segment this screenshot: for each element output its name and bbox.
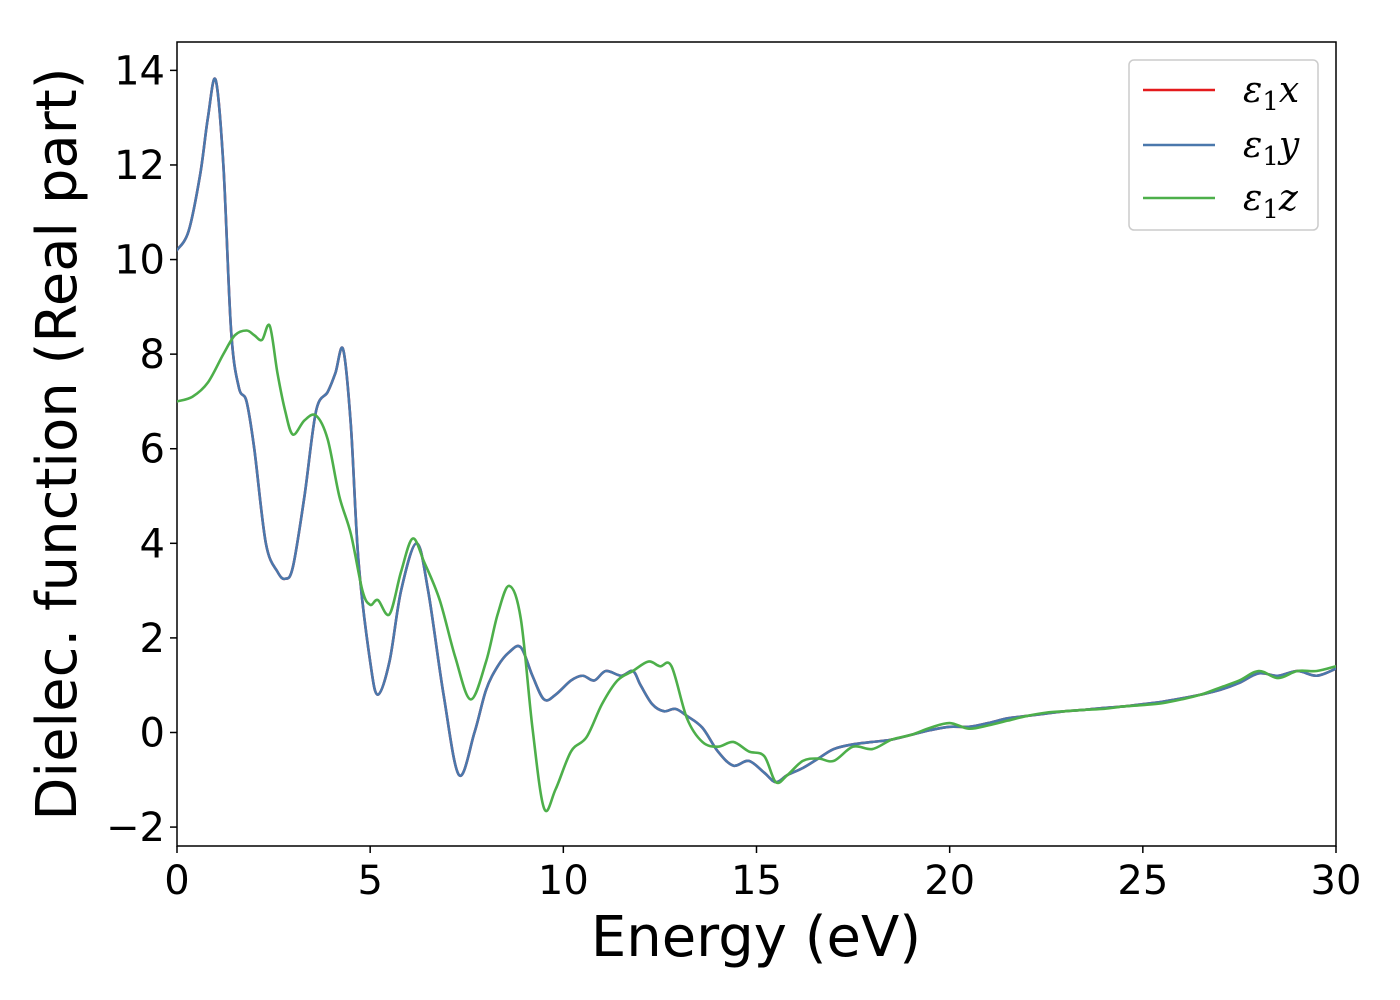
y-tick-label: 2 bbox=[140, 616, 165, 662]
x-tick-label: 15 bbox=[731, 858, 782, 904]
x-tick-label: 20 bbox=[924, 858, 975, 904]
x-axis: 0 5 10 15 20 25 30 bbox=[164, 846, 1361, 904]
y-tick-label: 12 bbox=[114, 143, 165, 189]
y-tick-label: 14 bbox=[114, 48, 165, 94]
x-tick-label: 10 bbox=[538, 858, 589, 904]
legend-box bbox=[1128, 59, 1319, 231]
x-tick-label: 5 bbox=[357, 858, 382, 904]
y-tick-label: 0 bbox=[140, 710, 165, 756]
y-tick-label: 4 bbox=[140, 521, 165, 567]
legend: ε1x ε1y ε1z bbox=[1128, 59, 1319, 231]
plot-lines bbox=[177, 77, 1336, 813]
y-tick-label: 10 bbox=[114, 238, 165, 284]
legend-label: ε1y bbox=[1243, 125, 1300, 172]
y-tick-label: −2 bbox=[106, 805, 165, 851]
x-axis-label: Energy (eV) bbox=[591, 905, 921, 970]
legend-label: ε1z bbox=[1243, 178, 1299, 225]
y-axis: −2 0 2 4 6 8 10 12 14 bbox=[106, 48, 177, 851]
y-tick-label: 6 bbox=[140, 427, 165, 473]
series-line-e1z bbox=[177, 323, 1336, 813]
y-tick-label: 8 bbox=[140, 332, 165, 378]
x-tick-label: 0 bbox=[164, 858, 189, 904]
y-axis-label: Dielec. function (Real part) bbox=[25, 67, 90, 820]
legend-label: ε1x bbox=[1243, 70, 1299, 117]
x-tick-label: 25 bbox=[1117, 858, 1168, 904]
x-tick-label: 30 bbox=[1311, 858, 1362, 904]
